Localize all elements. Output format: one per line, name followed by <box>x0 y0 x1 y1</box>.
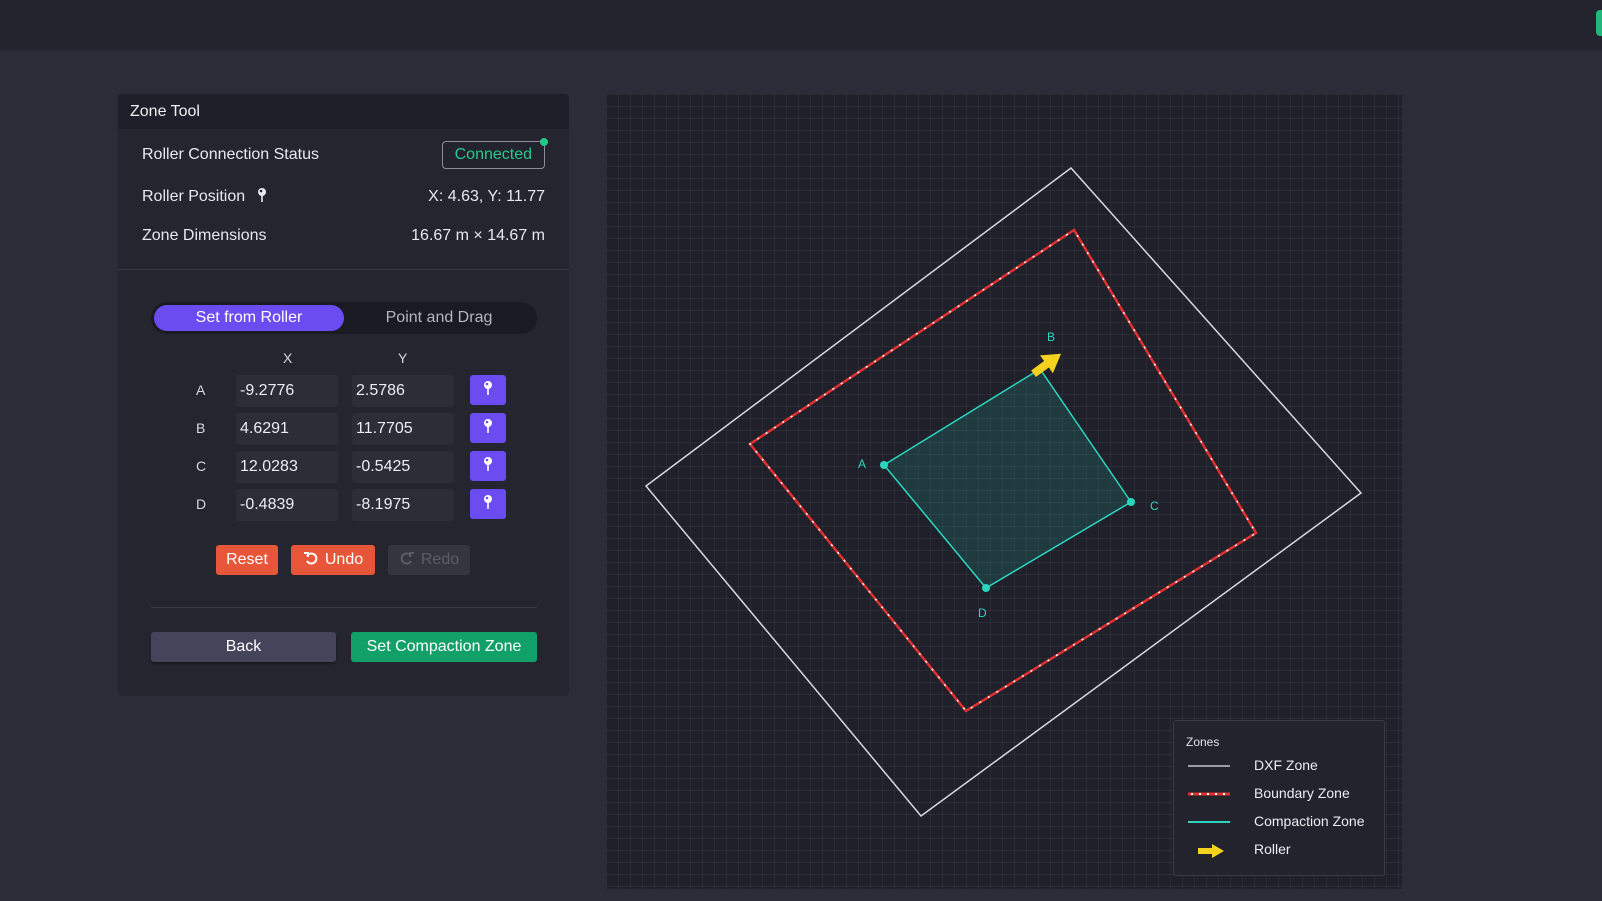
connection-status-text: Connected <box>454 146 532 163</box>
map-point-label-a: A <box>858 457 866 471</box>
status-dot-icon <box>540 138 548 146</box>
point-label: A <box>196 382 206 398</box>
panel-title: Zone Tool <box>118 94 569 129</box>
compaction-zone-area[interactable] <box>882 367 1133 589</box>
zone-map-canvas[interactable]: A B C D Zones DXF Zone Boundary Zone Com… <box>606 94 1402 889</box>
point-d-x-input[interactable]: -0.4839 <box>236 489 338 521</box>
legend-item-compaction: Compaction Zone <box>1174 812 1384 832</box>
point-a-y-input[interactable]: 2.5786 <box>352 375 454 407</box>
connection-status-badge: Connected <box>441 138 548 169</box>
point-row-c: C 12.0283 -0.5425 <box>118 451 569 483</box>
map-point-label-c: C <box>1150 499 1159 513</box>
tab-point-and-drag[interactable]: Point and Drag <box>385 309 493 326</box>
undo-label: Undo <box>324 551 364 568</box>
zone-tool-panel: Zone Tool Roller Connection Status Conne… <box>118 94 569 696</box>
set-point-a-button[interactable] <box>470 375 506 405</box>
position-label: Roller Position <box>142 187 246 205</box>
point-b-x-input[interactable]: 4.6291 <box>236 413 338 445</box>
redo-label: Redo <box>420 551 460 568</box>
undo-button[interactable]: Undo <box>291 545 375 575</box>
point-c-x-input[interactable]: 12.0283 <box>236 451 338 483</box>
point-row-a: A -9.2776 2.5786 <box>118 375 569 407</box>
connection-row: Roller Connection Status Connected <box>142 138 548 170</box>
column-header-y: Y <box>398 350 408 366</box>
undo-icon <box>303 550 325 571</box>
pin-icon <box>256 187 268 208</box>
map-point-label-b: B <box>1047 330 1055 344</box>
top-bar-badge[interactable] <box>1596 10 1602 36</box>
zone-map[interactable]: A B C D <box>606 94 1402 889</box>
dimensions-label: Zone Dimensions <box>142 227 267 244</box>
section-divider <box>118 269 569 270</box>
position-label-wrap: Roller Position <box>142 187 268 208</box>
point-row-b: B 4.6291 11.7705 <box>118 413 569 445</box>
reset-label: Reset <box>226 551 268 568</box>
legend-label-dxf: DXF Zone <box>1254 757 1318 773</box>
position-row: Roller Position X: 4.63, Y: 11.77 <box>142 182 545 212</box>
set-point-b-button[interactable] <box>470 413 506 443</box>
roller-arrow-icon <box>1031 353 1062 377</box>
reset-button[interactable]: Reset <box>216 545 278 575</box>
legend-title: Zones <box>1186 735 1220 749</box>
roller-arrow-icon <box>1198 844 1224 858</box>
actions-divider <box>151 607 537 608</box>
dimensions-row: Zone Dimensions 16.67 m × 14.67 m <box>142 221 545 251</box>
pin-icon <box>482 456 494 477</box>
connection-label: Roller Connection Status <box>142 146 319 163</box>
legend-label-compaction: Compaction Zone <box>1254 813 1365 829</box>
back-button[interactable]: Back <box>151 632 336 662</box>
mode-toggle: Set from Roller Point and Drag <box>151 302 537 334</box>
pin-icon <box>482 418 494 439</box>
point-c-y-input[interactable]: -0.5425 <box>352 451 454 483</box>
point-label: C <box>196 458 207 474</box>
redo-icon <box>399 550 421 571</box>
top-bar <box>0 0 1602 50</box>
point-row-d: D -0.4839 -8.1975 <box>118 489 569 521</box>
legend-item-boundary: Boundary Zone <box>1174 784 1384 804</box>
set-compaction-zone-button[interactable]: Set Compaction Zone <box>351 632 537 662</box>
compaction-line-icon <box>1188 821 1230 823</box>
point-label: D <box>196 496 207 512</box>
column-header-x: X <box>283 350 293 366</box>
dxf-zone-outline <box>644 166 1363 818</box>
position-value: X: 4.63, Y: 11.77 <box>428 188 545 205</box>
legend-item-roller: Roller <box>1174 840 1384 860</box>
point-c-handle[interactable] <box>1127 498 1135 506</box>
redo-button[interactable]: Redo <box>388 545 470 575</box>
boundary-line-icon <box>1188 792 1230 796</box>
boundary-zone-dots <box>748 228 1258 712</box>
point-d-handle[interactable] <box>982 584 990 592</box>
set-point-c-button[interactable] <box>470 451 506 481</box>
dimensions-value: 16.67 m × 14.67 m <box>411 227 545 244</box>
legend-item-dxf: DXF Zone <box>1174 756 1384 776</box>
set-point-d-button[interactable] <box>470 489 506 519</box>
tab-set-from-roller[interactable]: Set from Roller <box>154 305 344 331</box>
map-point-label-d: D <box>978 606 987 620</box>
pin-icon <box>482 494 494 515</box>
point-label: B <box>196 420 206 436</box>
point-b-y-input[interactable]: 11.7705 <box>352 413 454 445</box>
pin-icon <box>482 380 494 401</box>
zones-legend: Zones DXF Zone Boundary Zone Compaction … <box>1173 720 1385 876</box>
point-a-handle[interactable] <box>880 461 888 469</box>
legend-label-roller: Roller <box>1254 841 1291 857</box>
point-a-x-input[interactable]: -9.2776 <box>236 375 338 407</box>
legend-label-boundary: Boundary Zone <box>1254 785 1350 801</box>
dxf-line-icon <box>1188 765 1230 767</box>
point-d-y-input[interactable]: -8.1975 <box>352 489 454 521</box>
